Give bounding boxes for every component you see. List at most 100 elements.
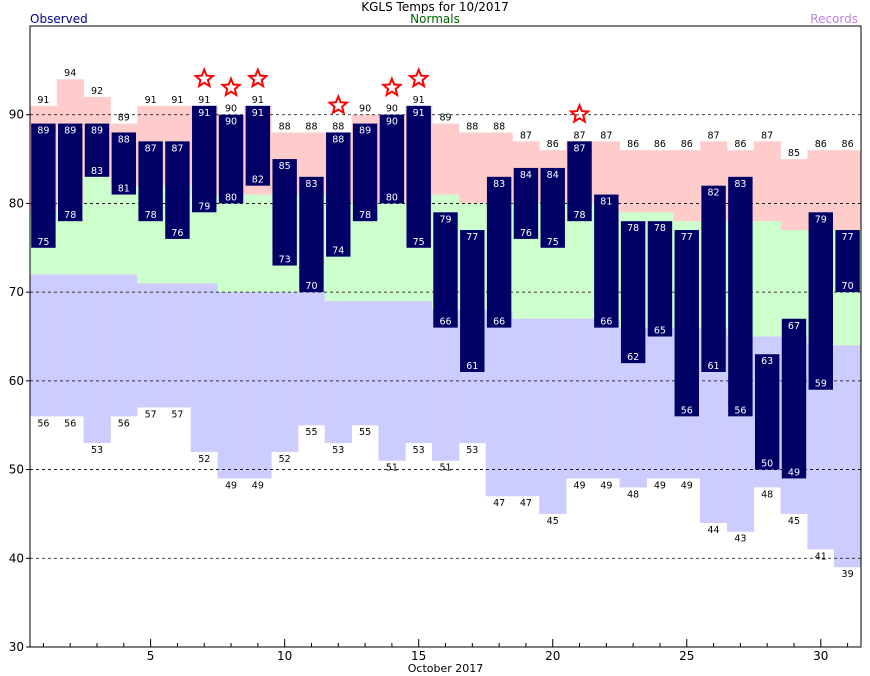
observed-high-label: 91 (413, 108, 425, 119)
record-low-label: 49 (252, 480, 264, 491)
normal-band (244, 194, 272, 293)
x-tick-label: 10 (277, 649, 292, 663)
observed-high-label: 79 (439, 214, 451, 225)
record-high-label: 88 (332, 121, 344, 132)
normal-band (83, 176, 111, 275)
record-low-label: 57 (145, 409, 157, 420)
observed-high-label: 77 (466, 232, 478, 243)
record-high-label: 88 (279, 121, 291, 132)
observed-low-label: 80 (386, 192, 398, 203)
record-low-label: 47 (520, 498, 532, 509)
below-normal-band (164, 283, 192, 408)
record-low-label: 52 (198, 454, 210, 465)
x-axis-label: October 2017 (408, 662, 484, 675)
normal-band (110, 185, 138, 275)
observed-bar (379, 114, 405, 204)
observed-bar (540, 167, 565, 248)
observed-high-label: 67 (788, 321, 800, 332)
record-low-label: 41 (815, 551, 827, 562)
record-high-label: 91 (145, 95, 157, 106)
observed-low-label: 65 (654, 326, 666, 337)
record-low-label: 57 (171, 409, 183, 420)
observed-high-label: 90 (225, 117, 237, 128)
observed-bar (835, 230, 860, 293)
below-normal-band (190, 283, 218, 452)
observed-high-label: 91 (252, 108, 264, 119)
observed-low-label: 80 (225, 192, 237, 203)
observed-high-label: 78 (654, 223, 666, 234)
x-tick-label: 15 (411, 649, 426, 663)
observed-bar (620, 221, 646, 364)
record-low-label: 48 (627, 489, 639, 500)
record-low-label: 53 (332, 445, 344, 456)
legend-records: Records (810, 12, 858, 26)
below-normal-band (30, 274, 58, 417)
observed-bar (406, 105, 431, 248)
observed-high-label: 84 (520, 170, 532, 181)
record-high-label: 87 (520, 130, 532, 141)
record-low-label: 48 (761, 489, 773, 500)
observed-high-label: 88 (332, 134, 344, 145)
x-tick-label: 20 (545, 649, 560, 663)
record-high-label: 90 (359, 104, 371, 115)
record-high-label: 86 (681, 139, 693, 150)
below-normal-band (137, 283, 165, 408)
record-star-icon (193, 67, 216, 89)
observed-bar (352, 123, 378, 222)
below-normal-band (217, 292, 245, 479)
observed-bar (326, 132, 351, 257)
record-high-label: 90 (225, 104, 237, 115)
observed-low-label: 61 (708, 361, 720, 372)
observed-low-label: 82 (252, 175, 264, 186)
observed-bar (272, 159, 297, 266)
record-low-label: 49 (681, 480, 693, 491)
record-star-icon (568, 102, 591, 124)
observed-low-label: 78 (145, 210, 157, 221)
observed-low-label: 50 (761, 459, 773, 470)
below-normal-band (83, 274, 111, 443)
below-normal-band (110, 274, 138, 417)
record-star-icon (380, 76, 403, 98)
observed-low-label: 61 (466, 361, 478, 372)
record-high-label: 86 (842, 139, 854, 150)
record-high-label: 87 (761, 130, 773, 141)
y-tick-label: 80 (9, 196, 24, 210)
observed-high-label: 83 (305, 179, 317, 190)
record-low-label: 43 (734, 534, 746, 545)
observed-low-label: 78 (359, 210, 371, 221)
observed-bar (754, 354, 780, 470)
observed-bar (513, 167, 539, 239)
observed-low-label: 49 (788, 467, 800, 478)
legend-observed: Observed (30, 12, 88, 26)
observed-low-label: 75 (413, 237, 425, 248)
record-star-icon (220, 76, 243, 98)
observed-bar (808, 212, 833, 390)
y-tick-label: 90 (9, 108, 24, 122)
observed-high-label: 83 (734, 179, 746, 190)
observed-bar (594, 194, 619, 328)
below-normal-band (485, 309, 513, 497)
record-low-label: 45 (547, 516, 559, 527)
record-high-label: 92 (91, 86, 103, 97)
record-low-label: 55 (359, 427, 371, 438)
record-low-label: 49 (573, 480, 585, 491)
observed-high-label: 77 (842, 232, 854, 243)
below-normal-band (351, 301, 379, 426)
observed-high-label: 85 (279, 161, 291, 172)
record-star-icon (246, 67, 269, 89)
observed-bar (433, 212, 458, 328)
record-high-label: 91 (171, 95, 183, 106)
observed-low-label: 70 (842, 281, 854, 292)
below-normal-band (539, 318, 567, 514)
observed-high-label: 89 (37, 126, 49, 137)
observed-low-label: 56 (681, 405, 693, 416)
record-high-label: 87 (600, 130, 612, 141)
observed-high-label: 79 (815, 214, 827, 225)
observed-bar (111, 132, 137, 195)
below-normal-band (56, 274, 84, 417)
observed-high-label: 90 (386, 117, 398, 128)
observed-bar (58, 123, 83, 222)
observed-low-label: 75 (547, 237, 559, 248)
observed-high-label: 87 (145, 143, 157, 154)
observed-low-label: 70 (305, 281, 317, 292)
